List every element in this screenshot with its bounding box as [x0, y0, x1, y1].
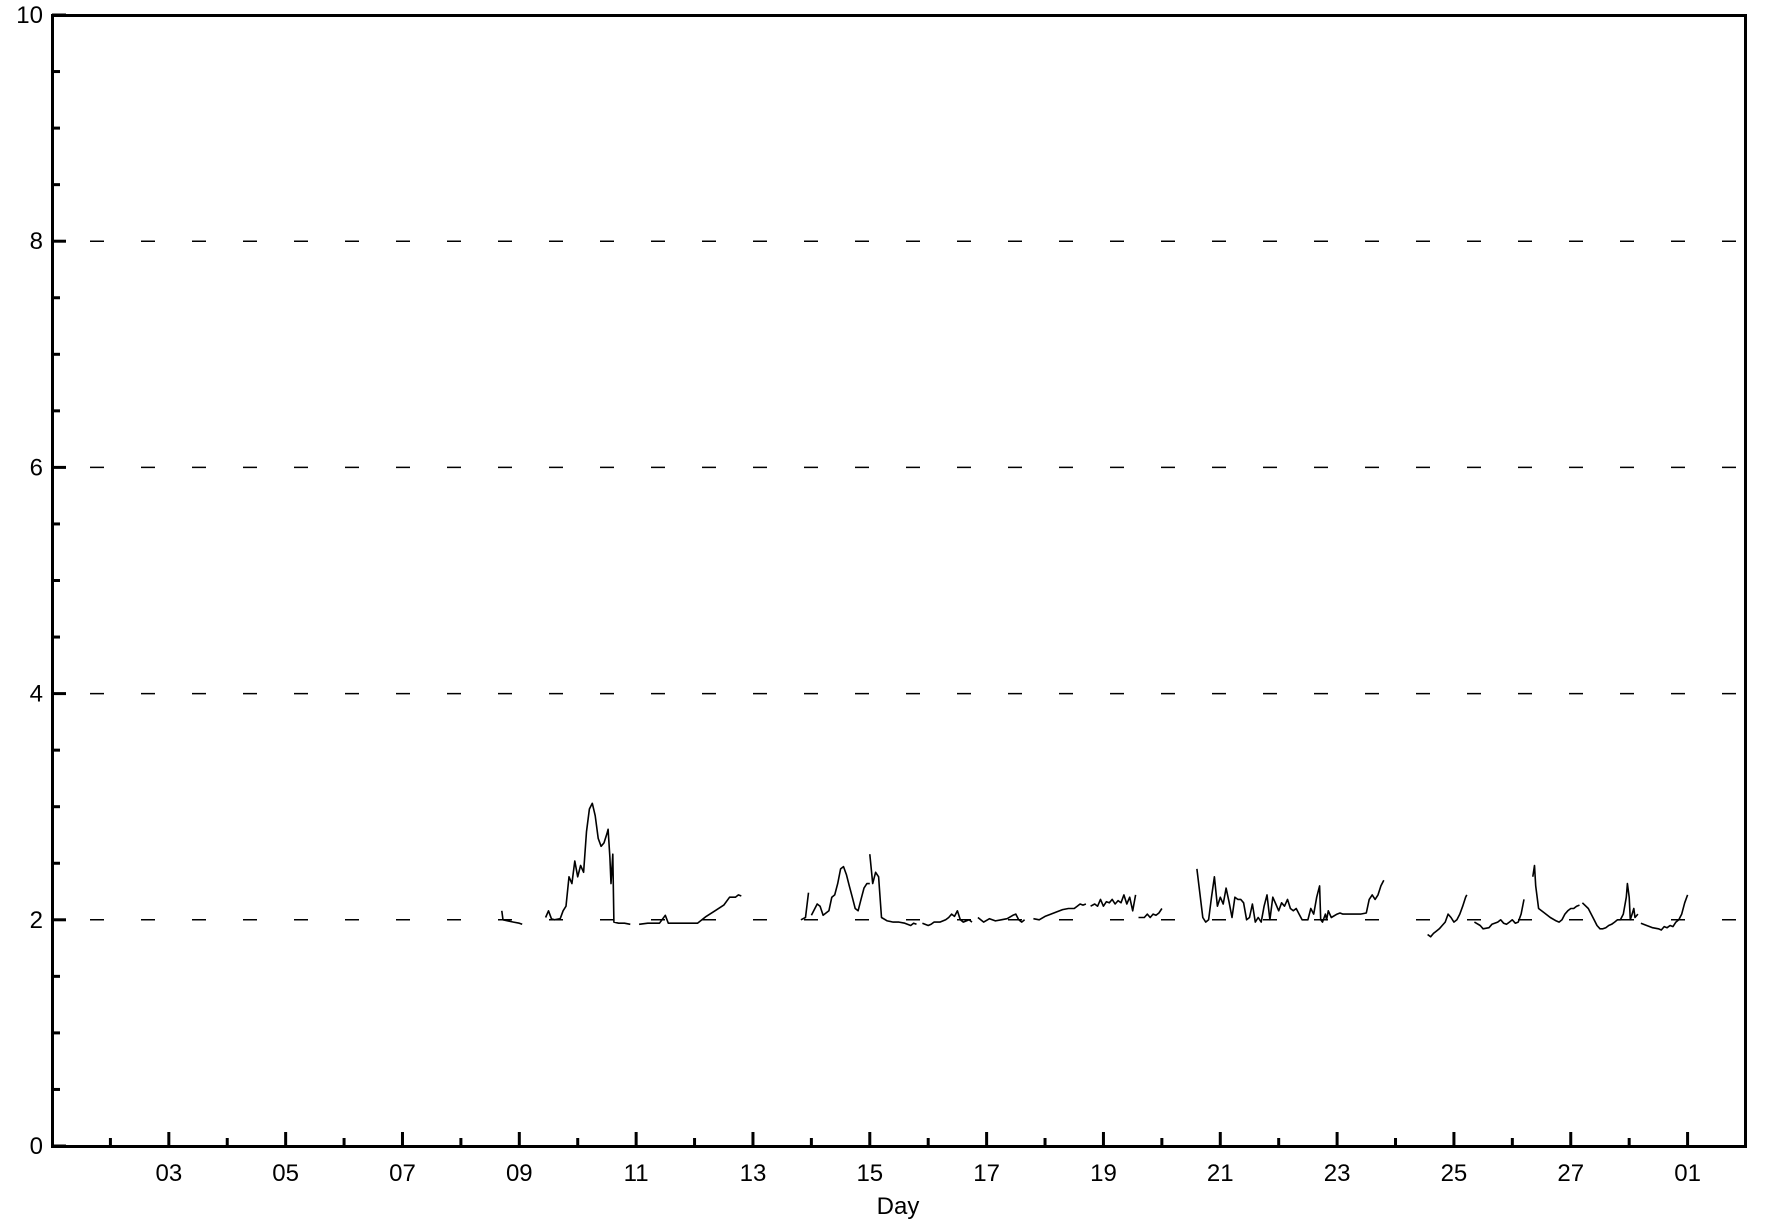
y-tick-label: 0: [30, 1133, 43, 1160]
x-tick-label: 17: [973, 1160, 1000, 1187]
tick-labels: 0 2 4 6 8 10 03 05 07 09 11 13 15 17 19 21 23 25 27 01: [16, 2, 1701, 1187]
series-line: [638, 894, 742, 926]
series-line: [544, 802, 631, 926]
x-tick-label: 27: [1557, 1160, 1584, 1187]
y-tick-label: 2: [30, 907, 43, 934]
x-tick-label: 09: [506, 1160, 533, 1187]
series-line: [1427, 894, 1468, 938]
series-line: [1640, 894, 1689, 931]
x-tick-label: 15: [856, 1160, 883, 1187]
y-tick-label: 10: [16, 2, 43, 29]
axis-ticks: [52, 13, 1690, 1148]
series-line: [1138, 908, 1163, 919]
series-line: [1196, 868, 1385, 923]
x-tick-label: 07: [389, 1160, 416, 1187]
x-tick-label: 21: [1207, 1160, 1234, 1187]
x-axis-title: Day: [877, 1193, 920, 1220]
series-line: [501, 910, 523, 926]
series-line: [800, 892, 810, 921]
series-line: [869, 854, 917, 927]
x-tick-label: 13: [740, 1160, 767, 1187]
plot-frame: [51, 14, 1747, 1148]
series-line: [810, 865, 870, 917]
y-tick-label: 4: [30, 681, 43, 708]
series-line: [922, 909, 973, 927]
x-tick-label: 11: [624, 1160, 649, 1187]
x-tick-label: 23: [1324, 1160, 1351, 1187]
series-line: [1033, 903, 1087, 921]
gridlines: [52, 240, 1746, 921]
x-tick-label: 05: [272, 1160, 299, 1187]
data-series: [501, 802, 1689, 938]
series-line: [1473, 899, 1525, 930]
series-line: [977, 913, 1026, 923]
series-line: [1090, 894, 1137, 912]
x-tick-label: 19: [1090, 1160, 1117, 1187]
x-tick-label: 25: [1441, 1160, 1468, 1187]
series-line: [1532, 864, 1580, 923]
x-tick-label: 01: [1674, 1160, 1701, 1187]
y-tick-label: 8: [30, 228, 43, 255]
y-tick-label: 6: [30, 454, 43, 481]
series-line: [1581, 882, 1639, 930]
x-tick-label: 03: [155, 1160, 182, 1187]
